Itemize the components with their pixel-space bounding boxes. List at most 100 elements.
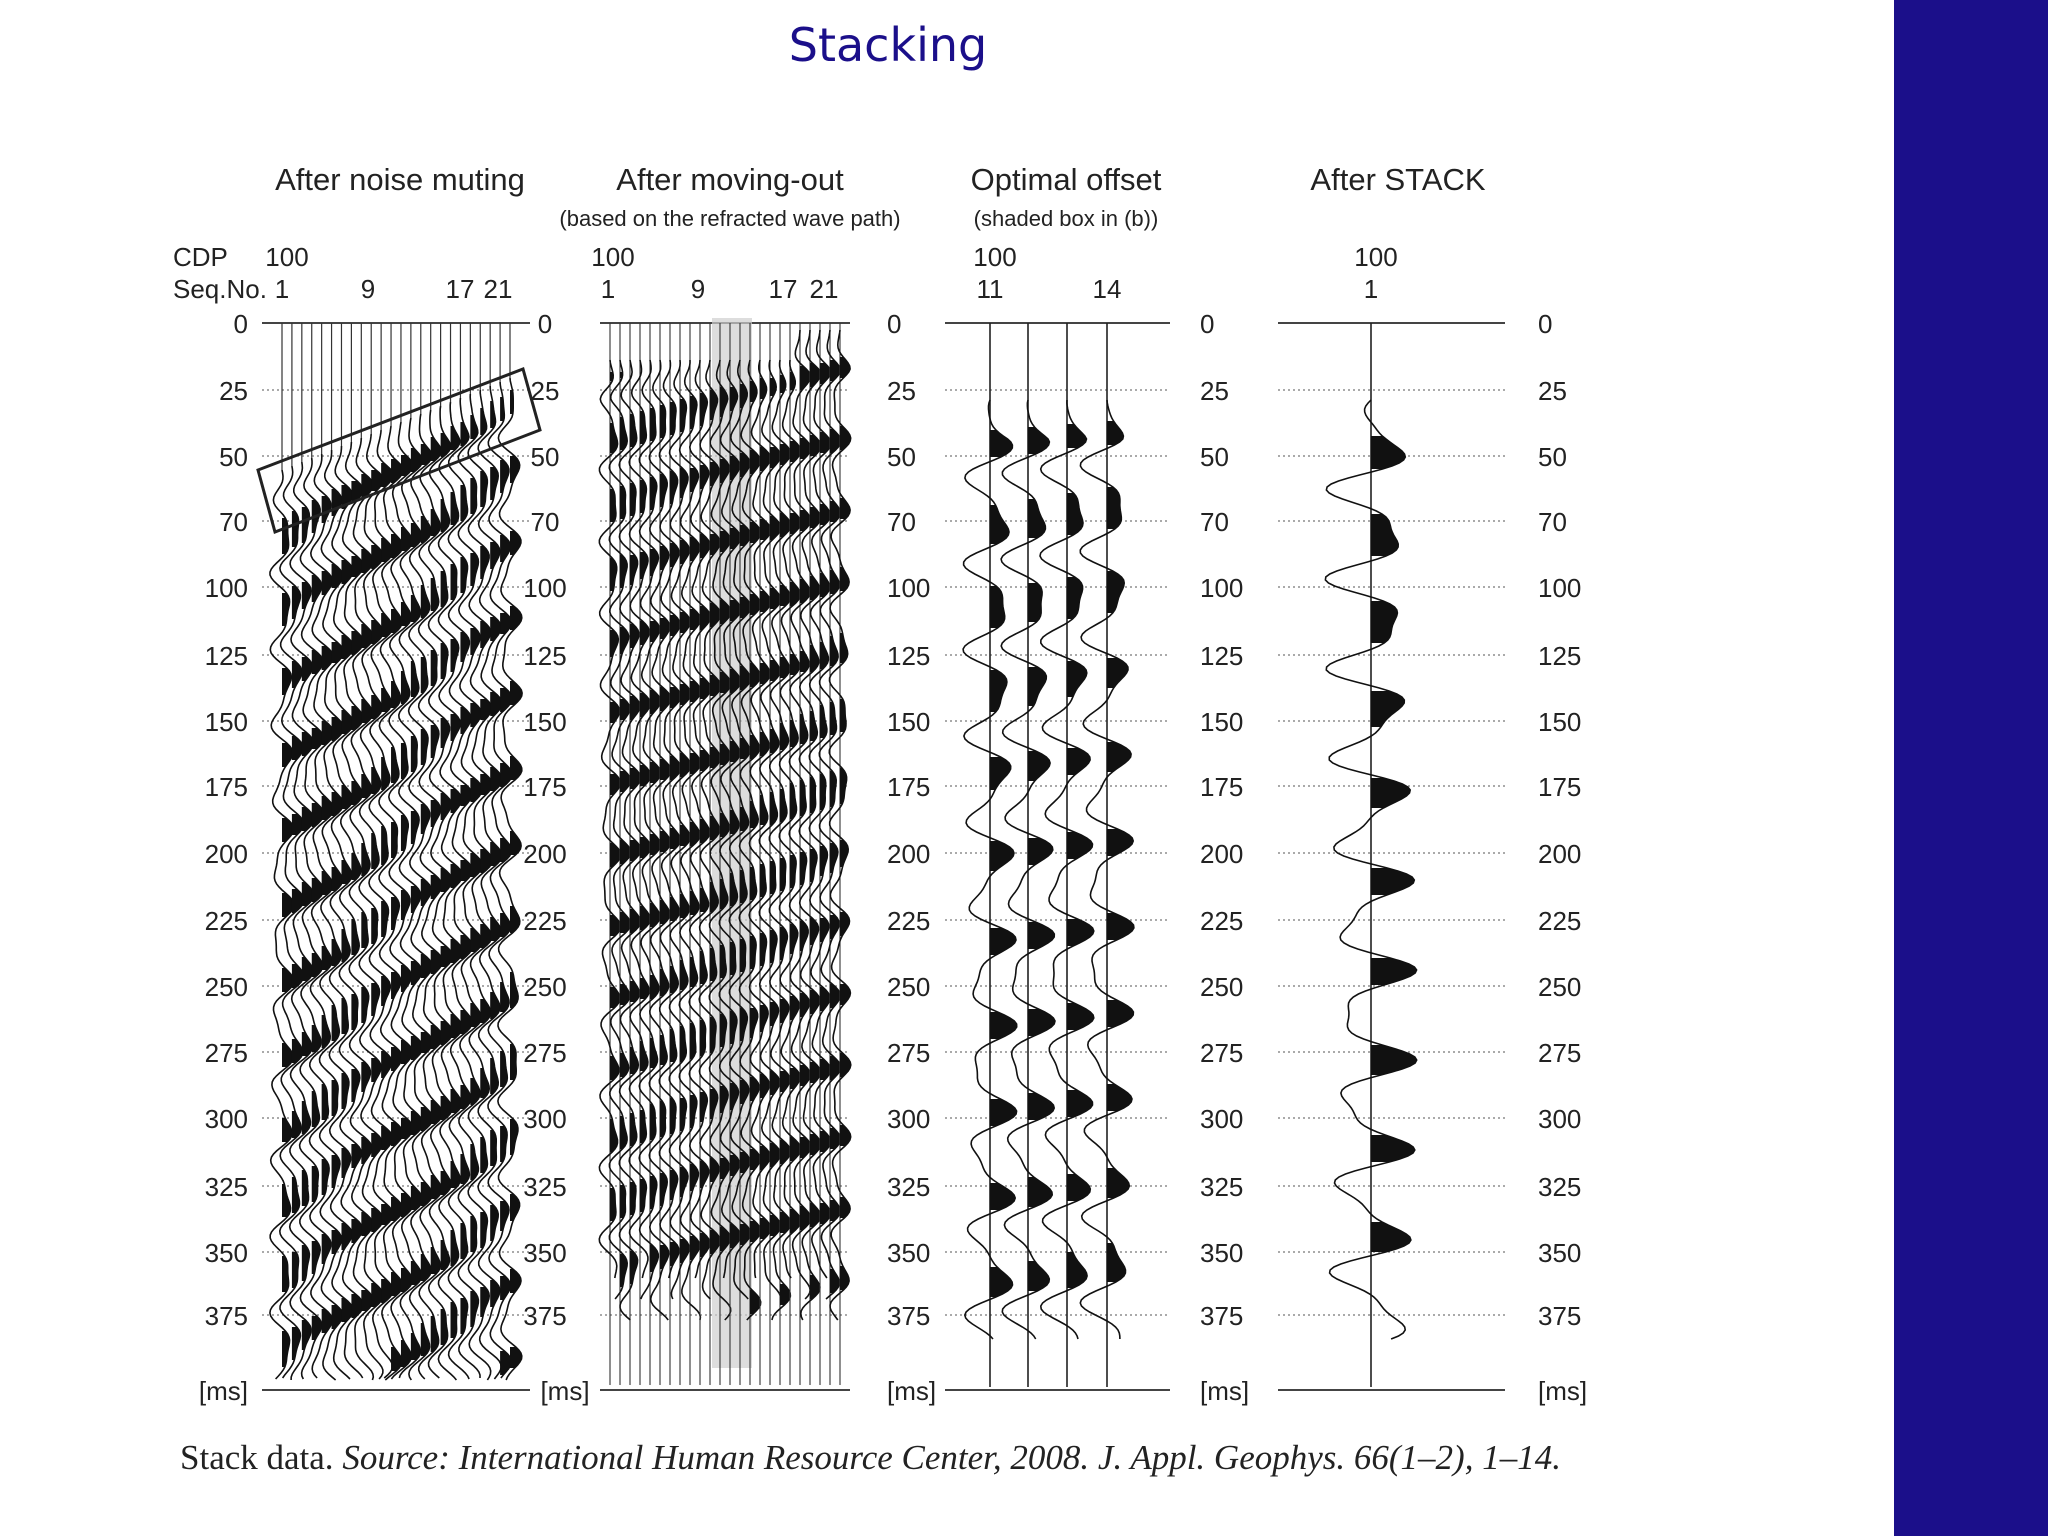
trace-peak-fill <box>700 819 710 843</box>
trace-peak-fill <box>750 867 757 900</box>
trace-peak-fill <box>351 706 364 730</box>
time-tick-label: 250 <box>205 972 248 1002</box>
trace-peak-fill <box>321 1159 330 1195</box>
time-unit-label: [ms] <box>1200 1376 1249 1406</box>
trace-peak-fill <box>830 771 837 807</box>
trace-peak-fill <box>660 759 671 780</box>
trace-peak-fill <box>800 1137 811 1158</box>
trace-peak-fill <box>301 957 314 981</box>
trace-peak-fill <box>820 642 829 669</box>
trace-peak-fill <box>660 618 670 639</box>
trace-peak-fill <box>400 743 408 779</box>
time-tick-label: 225 <box>1200 906 1243 936</box>
trace-peak-fill <box>770 1071 780 1095</box>
trace-peak-fill <box>670 1242 680 1266</box>
trace-peak-fill <box>820 432 831 453</box>
time-tick-label: 375 <box>1200 1301 1243 1331</box>
time-tick-label: 225 <box>887 906 930 936</box>
trace-peak-fill <box>810 990 820 1014</box>
trace-peak-fill <box>361 1062 371 1092</box>
trace-peak-fill <box>301 582 312 609</box>
trace-peak-fill <box>351 1219 363 1243</box>
trace-peak-fill <box>460 707 471 734</box>
caption-source: Source: International Human Resource Cen… <box>342 1438 1561 1477</box>
trace-peak-fill <box>361 549 374 573</box>
trace-peak-fill <box>830 570 840 594</box>
trace-peak-fill <box>830 702 837 735</box>
trace-peak-fill <box>690 396 697 429</box>
seq-number: 9 <box>361 274 375 304</box>
trace-peak-fill <box>990 430 1013 457</box>
trace-peak-fill <box>680 684 691 705</box>
trace-peak-fill <box>430 650 437 686</box>
trace-peak-fill <box>670 687 681 708</box>
trace-peak-fill <box>800 852 807 885</box>
trace-peak-fill <box>1371 514 1399 556</box>
trace-peak-fill <box>311 953 323 977</box>
trace-peak-fill <box>430 1247 441 1274</box>
trace-peak-fill <box>690 609 701 630</box>
slide-title: Stacking <box>788 18 988 72</box>
trace-peak-fill <box>1107 1168 1130 1198</box>
trace-peak-fill <box>730 528 741 549</box>
trace-peak-fill <box>730 669 741 693</box>
trace-peak-fill <box>1067 919 1094 946</box>
trace-peak-fill <box>1371 958 1417 985</box>
trace-peak-fill <box>840 1197 851 1218</box>
trace-peak-fill <box>790 783 797 819</box>
trace-peak-fill <box>650 903 660 927</box>
trace-peak-fill <box>420 729 428 765</box>
trace-peak-fill <box>391 1122 403 1146</box>
muting-window-box <box>256 367 542 534</box>
trace-peak-fill <box>470 1003 482 1027</box>
time-tick-label: 0 <box>538 309 552 339</box>
trace-peak-fill <box>730 387 738 411</box>
time-tick-label: 175 <box>1538 772 1581 802</box>
time-tick-label: 70 <box>219 507 248 537</box>
time-tick-label: 200 <box>887 839 930 869</box>
trace-peak-fill <box>820 918 829 942</box>
trace-peak-fill <box>500 613 512 634</box>
trace-peak-fill <box>640 1110 647 1143</box>
cdp-number: 100 <box>1354 242 1397 272</box>
trace-peak-fill <box>690 1164 699 1191</box>
time-tick-label: 200 <box>1200 839 1243 869</box>
trace-peak-fill <box>410 1111 423 1135</box>
trace-peak-fill <box>800 366 811 390</box>
trace-peak-fill <box>351 1294 364 1318</box>
trace-peak-fill <box>391 681 401 708</box>
trace-peak-fill <box>710 882 719 912</box>
trace-peak-fill <box>301 1170 309 1206</box>
trace-peak-fill <box>450 1014 463 1038</box>
trace-peak-fill <box>800 714 808 744</box>
trace-peak-fill <box>700 606 711 630</box>
trace-peak-fill <box>1067 424 1087 448</box>
trace-peak-fill <box>1028 1261 1050 1291</box>
trace-peak-fill <box>410 736 418 772</box>
trace-peak-fill <box>321 796 334 820</box>
trace-peak-fill <box>720 600 731 624</box>
cdp-label: CDP <box>173 242 228 272</box>
trace-peak-fill <box>490 542 500 569</box>
trace-peak-fill <box>810 777 816 813</box>
trace-peak-fill <box>650 1176 657 1209</box>
trace-peak-fill <box>321 721 334 745</box>
trace-peak-fill <box>660 405 666 438</box>
trace-peak-fill <box>820 705 827 738</box>
trace-peak-fill <box>371 620 383 644</box>
trace-peak-fill <box>790 996 800 1020</box>
trace-peak-fill <box>1107 913 1134 940</box>
trace-peak-fill <box>750 594 761 615</box>
trace-peak-fill <box>450 1089 462 1113</box>
trace-peak-fill <box>780 1284 791 1305</box>
trace-peak-fill <box>391 1347 402 1371</box>
trace-peak-fill <box>381 826 388 865</box>
trace-peak-fill <box>1107 742 1132 772</box>
trace-peak-fill <box>670 543 680 567</box>
trace-peak-fill <box>440 433 451 457</box>
time-tick-label: 25 <box>1200 376 1229 406</box>
trace-peak-fill <box>460 422 469 446</box>
trace-peak-fill <box>400 671 410 704</box>
trace-peak-fill <box>620 771 631 792</box>
trace-peak-fill <box>610 1119 618 1152</box>
